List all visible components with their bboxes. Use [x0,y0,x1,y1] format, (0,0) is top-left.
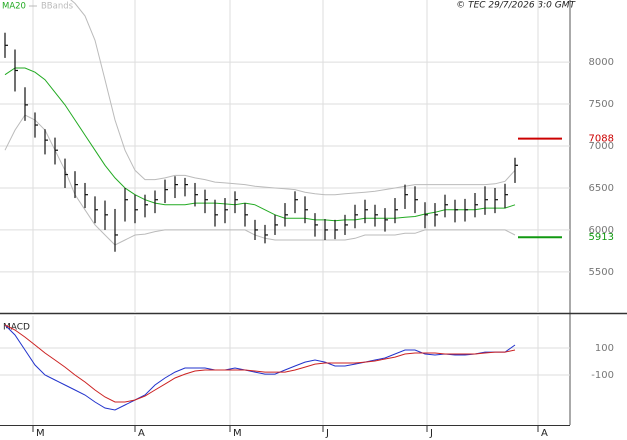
x-tick-label: M [233,428,242,439]
y-tick-label: 6000 [589,225,614,236]
reference-label: 5913 [589,232,614,243]
band-line [4,114,516,246]
y-tick-label: 7500 [589,99,614,110]
x-tick-label: M [36,428,45,439]
y-tick-label: 7000 [589,141,614,152]
x-tick-label: J [429,428,433,439]
x-tick-label: A [138,428,145,439]
price-bands [4,0,516,246]
y-tick-label: 8000 [589,57,614,68]
x-tick-label: A [541,428,548,439]
band-line [70,0,516,196]
legend-label: BBands [41,2,74,12]
y-tick-label: 5500 [589,267,614,278]
ma-line [4,67,516,222]
x-tick-label: J [325,428,329,439]
legend-label: MA20 [2,2,26,12]
macd-lines [4,324,516,411]
macd-line [4,324,516,403]
source-note: © TEC 29/7/2026 3:0 GMT [456,1,576,11]
panel-title: MACD [3,323,30,333]
macd-line [4,324,516,411]
reference-label: 7088 [589,134,614,145]
y-tick-label: -100 [591,370,614,381]
y-tick-label: 6500 [589,183,614,194]
y-tick-label: 100 [595,343,614,354]
